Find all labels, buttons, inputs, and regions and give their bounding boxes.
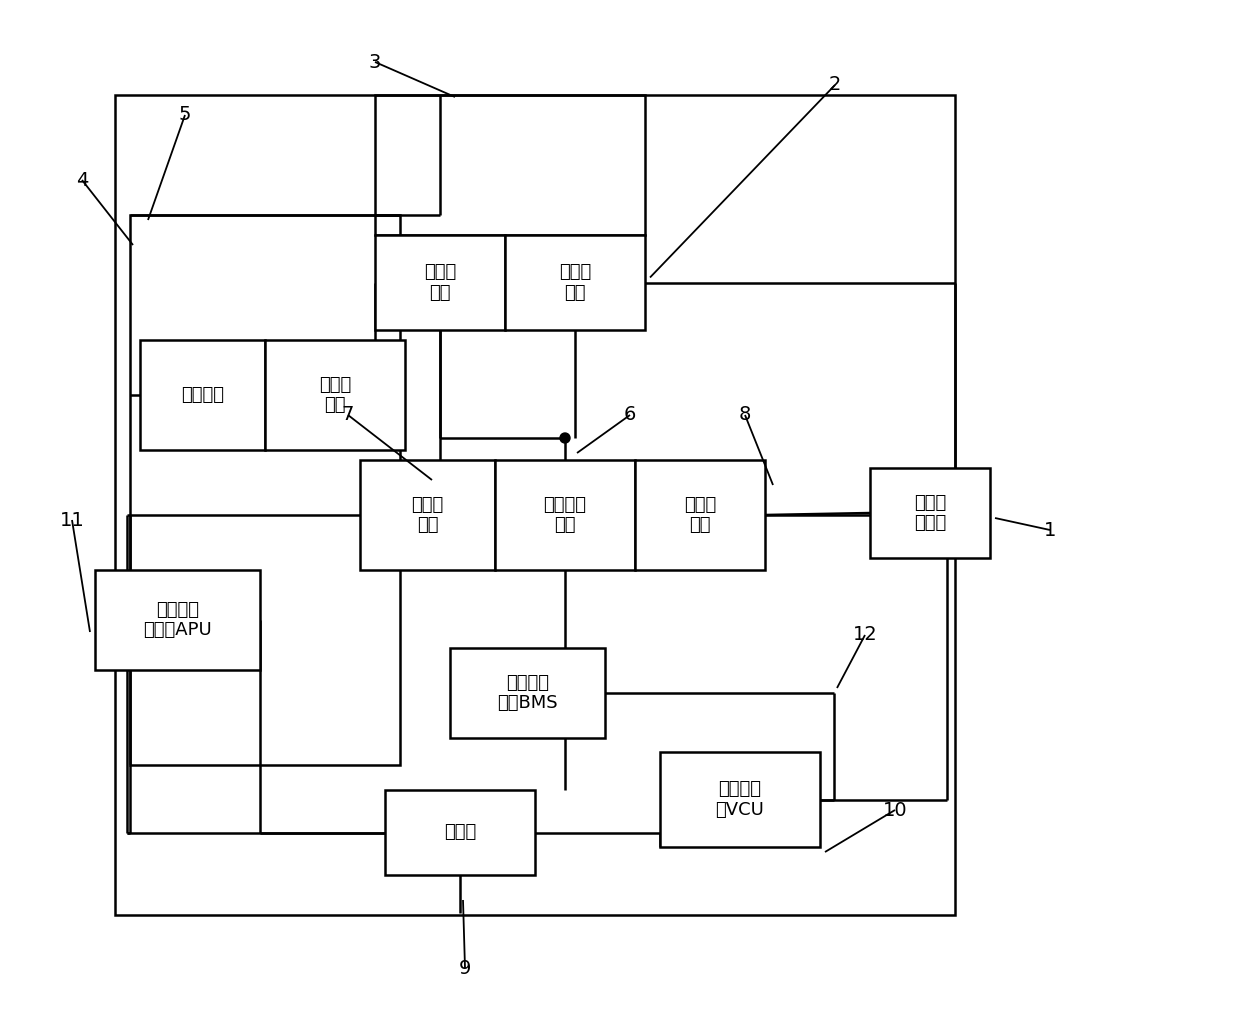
Text: 3: 3 xyxy=(368,53,381,72)
FancyBboxPatch shape xyxy=(374,235,505,330)
Text: 第三加
热器: 第三加 热器 xyxy=(684,496,717,534)
FancyBboxPatch shape xyxy=(495,460,635,570)
Text: 动力电池
电池: 动力电池 电池 xyxy=(543,496,587,534)
Text: 5: 5 xyxy=(179,105,191,124)
FancyBboxPatch shape xyxy=(95,570,260,670)
Text: 燃料电池
控制器APU: 燃料电池 控制器APU xyxy=(143,601,212,639)
Text: 第二加
热器: 第二加 热器 xyxy=(319,376,351,414)
Text: 燃料电池: 燃料电池 xyxy=(181,386,224,404)
Text: 9: 9 xyxy=(459,958,471,978)
FancyBboxPatch shape xyxy=(870,468,990,558)
Text: 11: 11 xyxy=(60,510,84,529)
Text: 8: 8 xyxy=(739,405,751,424)
Text: 6: 6 xyxy=(624,405,636,424)
FancyBboxPatch shape xyxy=(265,340,405,450)
Circle shape xyxy=(560,433,570,443)
Text: 外接充
电接口: 外接充 电接口 xyxy=(914,494,946,532)
Text: 7: 7 xyxy=(342,405,355,424)
Text: 12: 12 xyxy=(853,625,878,644)
Text: 第一加
热器: 第一加 热器 xyxy=(559,263,591,302)
FancyBboxPatch shape xyxy=(635,460,765,570)
FancyBboxPatch shape xyxy=(505,235,645,330)
Text: 控制器: 控制器 xyxy=(444,823,476,841)
Text: 整车控制
器VCU: 整车控制 器VCU xyxy=(715,780,764,819)
FancyBboxPatch shape xyxy=(140,340,265,450)
Text: 10: 10 xyxy=(883,801,908,819)
Text: 2: 2 xyxy=(828,76,841,95)
Text: 第二换
热器: 第二换 热器 xyxy=(412,496,444,534)
Text: 电池管理
系统BMS: 电池管理 系统BMS xyxy=(497,674,558,712)
FancyBboxPatch shape xyxy=(450,648,605,738)
Text: 第一换
热器: 第一换 热器 xyxy=(424,263,456,302)
FancyBboxPatch shape xyxy=(360,460,495,570)
Text: 1: 1 xyxy=(1044,520,1056,539)
FancyBboxPatch shape xyxy=(660,752,820,847)
FancyBboxPatch shape xyxy=(384,790,534,875)
Text: 4: 4 xyxy=(76,171,88,190)
